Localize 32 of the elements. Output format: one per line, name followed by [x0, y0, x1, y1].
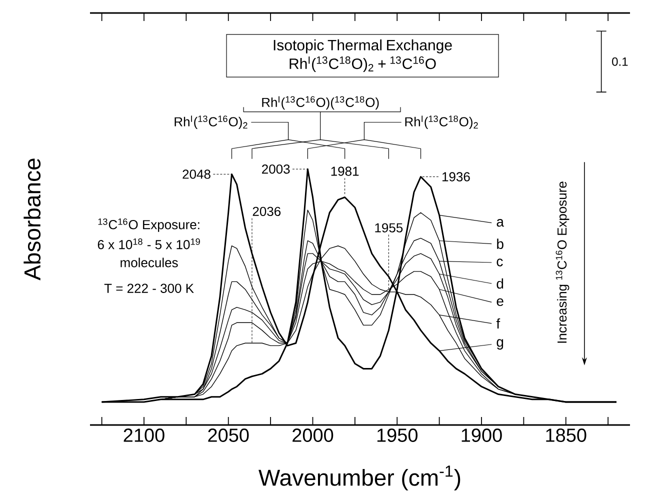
text: Rh$^{I}$($^{13}$C$^{16}$O)$_{2}$: [174, 116, 248, 130]
legend-label: g: [496, 339, 504, 350]
x-tick-label: 2000: [292, 428, 334, 442]
legend-label: e: [496, 298, 504, 306]
text: Isotopic Thermal Exchange: [274, 40, 452, 54]
legend-label: c: [496, 258, 503, 266]
x-tick-label: 1850: [546, 428, 586, 442]
x-tick-label: 1950: [377, 428, 418, 442]
annotation: $^{13}$C$^{16}$O Exposure:: [98, 218, 200, 232]
annotation: Increasing $^{13}$C$^{16}$O Exposure: [556, 182, 570, 343]
x-tick-label: 2100: [124, 428, 164, 442]
legend-label: d: [496, 278, 504, 289]
x-tick-label: 1900: [462, 428, 502, 442]
annotation: 1955: [375, 223, 403, 233]
annotation: 2003: [262, 164, 290, 174]
text: 0.1: [612, 57, 628, 66]
annotation: T = 222 - 300 K: [104, 284, 194, 294]
annotation: 1981: [331, 166, 359, 176]
text: Rh$^{I}$($^{13}$C$^{18}$O)$_{2}$ + $^{13}$C$^{16}$O: [290, 56, 436, 72]
y-axis-title: Absorbance: [24, 158, 41, 280]
annotation: 2036: [252, 206, 281, 216]
text: Rh$^{I}$($^{13}$C$^{16}$O)($^{13}$C$^{18}$O): [262, 96, 379, 110]
annotation: 1936: [442, 172, 470, 182]
x-axis-title: Wavenumber (cm$^{-1}$): [258, 466, 460, 491]
legend-label: f: [496, 318, 500, 329]
x-tick-label: 2050: [208, 428, 249, 442]
annotation: 6 x 10$^{18}$ - 5 x 10$^{19}$: [98, 238, 200, 250]
legend-label: a: [496, 219, 504, 227]
legend-label: b: [497, 238, 504, 250]
annotation: 2048: [182, 170, 210, 179]
text: Rh$^{I}$($^{13}$C$^{18}$O)$_{2}$: [405, 116, 478, 130]
annotation: molecules: [120, 258, 178, 268]
